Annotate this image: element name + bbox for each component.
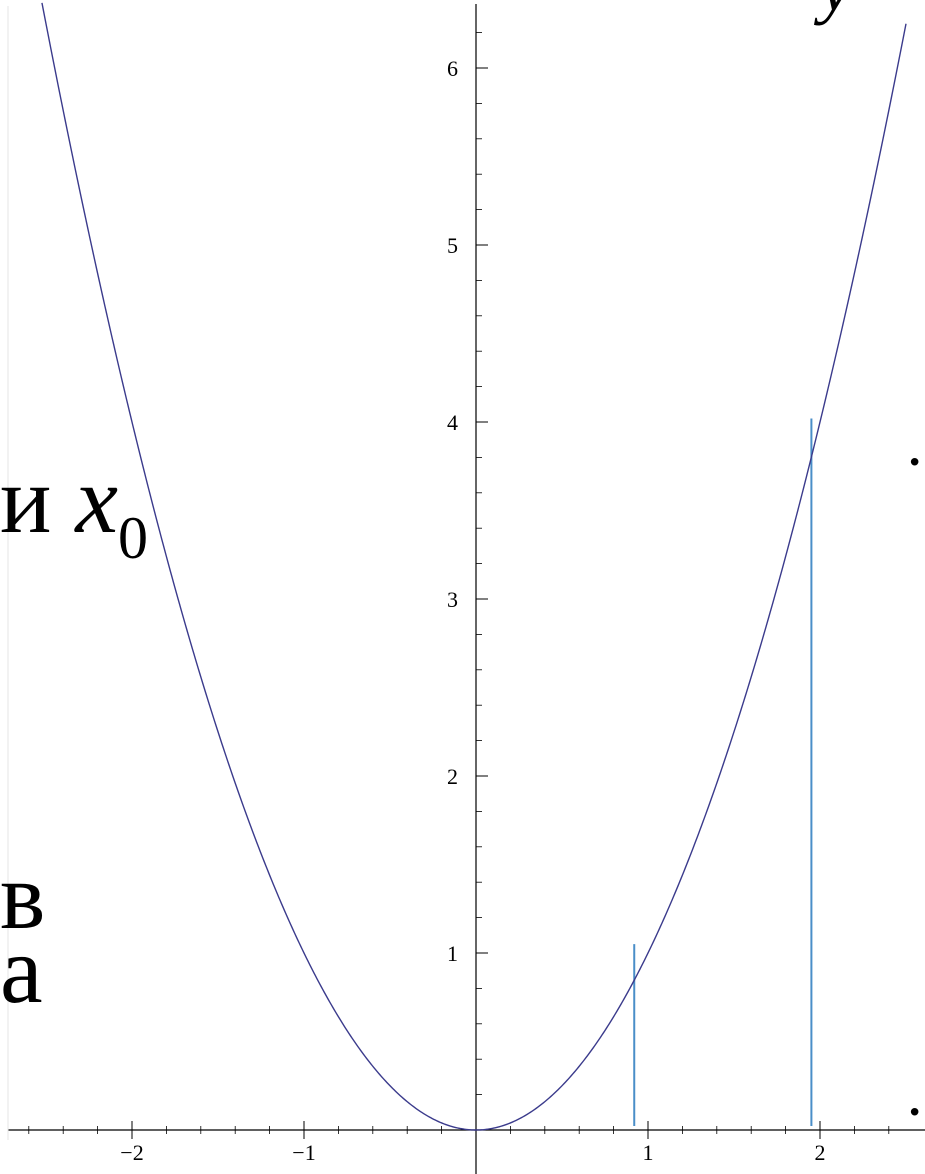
- fragment-i-text: и: [0, 446, 51, 553]
- corner-letter: у: [820, 0, 852, 22]
- background-fragment-a: а: [0, 922, 43, 1018]
- vertical-segments: [634, 418, 811, 1126]
- x-tick-label: −2: [120, 1140, 143, 1165]
- parabola-curve: [42, 3, 906, 1130]
- var-x-text: x: [75, 446, 118, 553]
- x-tick-label: −1: [292, 1140, 315, 1165]
- axes: [8, 4, 925, 1174]
- y-tick-label: 5: [447, 233, 458, 258]
- dot-right-lower: ·: [904, 1080, 925, 1144]
- x-tick-label: 1: [643, 1140, 654, 1165]
- dot-right-upper: ·: [904, 430, 925, 494]
- y-tick-label: 2: [447, 764, 458, 789]
- sub-zero-text: 0: [118, 505, 148, 571]
- background-fragment-i: и x0: [0, 452, 148, 548]
- tick-labels: −2 −1 1 2 1 2 3 4 5 6: [120, 56, 825, 1165]
- x-tick-label: 2: [815, 1140, 826, 1165]
- y-tick-label: 1: [447, 941, 458, 966]
- y-tick-label: 3: [447, 587, 458, 612]
- y-tick-label: 6: [447, 56, 458, 81]
- y-tick-label: 4: [447, 410, 458, 435]
- minor-ticks: [29, 33, 889, 1134]
